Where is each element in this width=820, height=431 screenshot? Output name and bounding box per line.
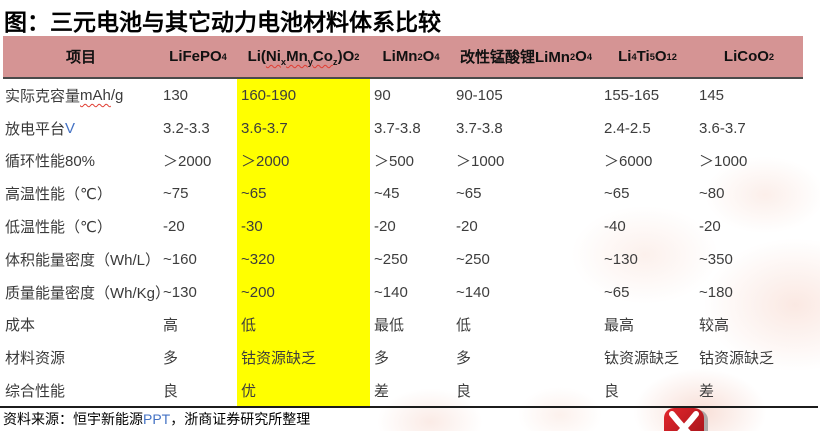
cell-value: 多: [456, 350, 472, 368]
cell-value: 多: [374, 350, 390, 368]
cell-value: 多: [163, 350, 179, 368]
table-row-gravimetric-energy: 质量能量密度（Wh/Kg） ~130 ~200 ~140 ~140 ~65 ~1…: [3, 275, 803, 309]
cell-value: 145: [699, 86, 725, 104]
table-body: 实际克容量 mAh/g 130 160-190 90 90-105 155-165…: [3, 79, 803, 407]
table-row-cost: 成本 高 低 最低 低 最高 较高: [3, 308, 803, 342]
cell-value: 90-105: [456, 86, 503, 104]
cell-value: 差: [699, 383, 715, 401]
cell-value: 130: [163, 86, 189, 104]
column-header-limn2o4: LiMn 2 O 4: [382, 48, 440, 65]
cell-value: 3.2-3.3: [163, 119, 210, 137]
row-label: 体积能量密度（Wh/L）: [5, 251, 161, 269]
cell-value: 良: [163, 383, 179, 401]
cell-value: -30: [237, 210, 370, 243]
cell-value: ~140: [374, 283, 408, 301]
cell-value: ~200: [237, 275, 370, 309]
cell-value: ~65: [604, 283, 630, 301]
cell-value: ~130: [163, 283, 197, 301]
cell-value: ~80: [699, 185, 725, 203]
battery-comparison-table: 项目 LiFePO 4 Li(NixMnyCoz)O 2 LiMn 2 O 4 改性锰酸锂…: [3, 36, 803, 407]
column-header-modified-lmo: 改性锰酸锂LiMn 2 O 4: [459, 48, 592, 66]
table-row-high-temp: 高温性能（℃） ~75 ~65 ~45 ~65 ~65 ~80: [3, 177, 803, 211]
cell-value: ~140: [456, 283, 490, 301]
table-row-volumetric-energy: 体积能量密度（Wh/L） ~160 ~320 ~250 ~250 ~130 ~3…: [3, 242, 803, 276]
cell-value: 2.4-2.5: [604, 119, 651, 137]
table-row-low-temp: 低温性能（℃） -20 -30 -20 -20 -40 -20: [3, 210, 803, 243]
cell-value: ＞2000: [163, 153, 212, 171]
row-label: 材料资源: [5, 350, 66, 368]
cell-value: 低: [237, 308, 370, 342]
row-label: 成本: [5, 317, 36, 335]
cell-value: -20: [374, 218, 396, 236]
cell-value: ~250: [456, 250, 490, 268]
cell-value: 155-165: [604, 86, 660, 104]
cell-value: -20: [699, 218, 721, 236]
logo-icon: [664, 408, 708, 431]
column-header-licoo2: LiCoO 2: [723, 48, 775, 65]
source-note: 资料来源：恒宇新能源PPT，浙商证券研究所整理: [3, 411, 311, 427]
cell-value: 3.7-3.8: [374, 119, 421, 137]
cell-value: ＞2000: [237, 144, 370, 178]
cell-value: ~160: [163, 250, 197, 268]
page-title: 图：三元电池与其它动力电池材料体系比较: [4, 9, 441, 35]
cell-value: 钛资源缺乏: [604, 350, 680, 368]
table-row-overall-performance: 综合性能 良 优 差 良 良 差: [3, 374, 803, 407]
row-label: 实际克容量 mAh/g: [5, 86, 124, 105]
table-header-row: 项目 LiFePO 4 Li(NixMnyCoz)O 2 LiMn 2 O 4 改性锰酸锂…: [3, 36, 803, 79]
cell-value: 钴资源缺乏: [699, 350, 775, 368]
cell-value: ＞1000: [456, 153, 505, 171]
column-header-item: 项目: [65, 49, 96, 66]
row-label: 循环性能80%: [5, 153, 96, 171]
cell-value: ＞6000: [604, 153, 653, 171]
cell-value: 钴资源缺乏: [237, 341, 370, 375]
row-label: 质量能量密度（Wh/Kg）: [5, 284, 171, 302]
cell-value: 90: [374, 86, 391, 104]
cell-value: 高: [163, 317, 179, 335]
cell-value: 良: [456, 383, 472, 401]
cell-value: -20: [456, 218, 478, 236]
cell-value: 最高: [604, 317, 635, 335]
cell-value: ~130: [604, 250, 638, 268]
column-header-lto: Li 4 Ti 5 O 12: [618, 48, 677, 65]
cell-value: -40: [604, 218, 626, 236]
column-header-lifepo4: LiFePO 4: [169, 48, 227, 65]
row-label: 放电平台 V: [5, 119, 76, 138]
cell-value: ~45: [374, 185, 400, 203]
cell-value: 差: [374, 383, 390, 401]
cell-value: ＞500: [374, 153, 415, 171]
cell-value: ＞1000: [699, 153, 748, 171]
cell-value: ~250: [374, 250, 408, 268]
cell-value: 良: [604, 383, 620, 401]
cell-value: ~75: [163, 185, 189, 203]
cell-value: 3.7-3.8: [456, 119, 503, 137]
cell-value: ~180: [699, 283, 733, 301]
row-label: 低温性能（℃）: [5, 219, 112, 237]
table-row-cycle-life: 循环性能80% ＞2000 ＞2000 ＞500 ＞1000 ＞6000 ＞10…: [3, 144, 803, 178]
cell-value: -20: [163, 218, 185, 236]
cell-value: 优: [237, 374, 370, 407]
table-row-voltage: 放电平台 V 3.2-3.3 3.6-3.7 3.7-3.8 3.7-3.8 2.…: [3, 111, 803, 145]
cell-value: ~65: [237, 177, 370, 211]
row-label: 高温性能（℃）: [5, 186, 112, 204]
cell-value: 低: [456, 317, 472, 335]
column-header-ternary: Li(NixMnyCoz)O 2: [247, 48, 360, 67]
cell-value: 较高: [699, 317, 730, 335]
cell-value: ~350: [699, 250, 733, 268]
table-row-capacity: 实际克容量 mAh/g 130 160-190 90 90-105 155-165…: [3, 79, 803, 112]
cell-value: 3.6-3.7: [237, 111, 370, 145]
cell-value: ~65: [604, 185, 630, 203]
cell-value: ~320: [237, 242, 370, 276]
zheshang-securities-logo: [662, 408, 710, 431]
table-row-material-resources: 材料资源 多 钴资源缺乏 多 多 钛资源缺乏 钴资源缺乏: [3, 341, 803, 375]
cell-value: 160-190: [237, 79, 370, 112]
row-label: 综合性能: [5, 383, 66, 401]
cell-value: ~65: [456, 185, 482, 203]
cell-value: 3.6-3.7: [699, 119, 746, 137]
cell-value: 最低: [374, 317, 405, 335]
